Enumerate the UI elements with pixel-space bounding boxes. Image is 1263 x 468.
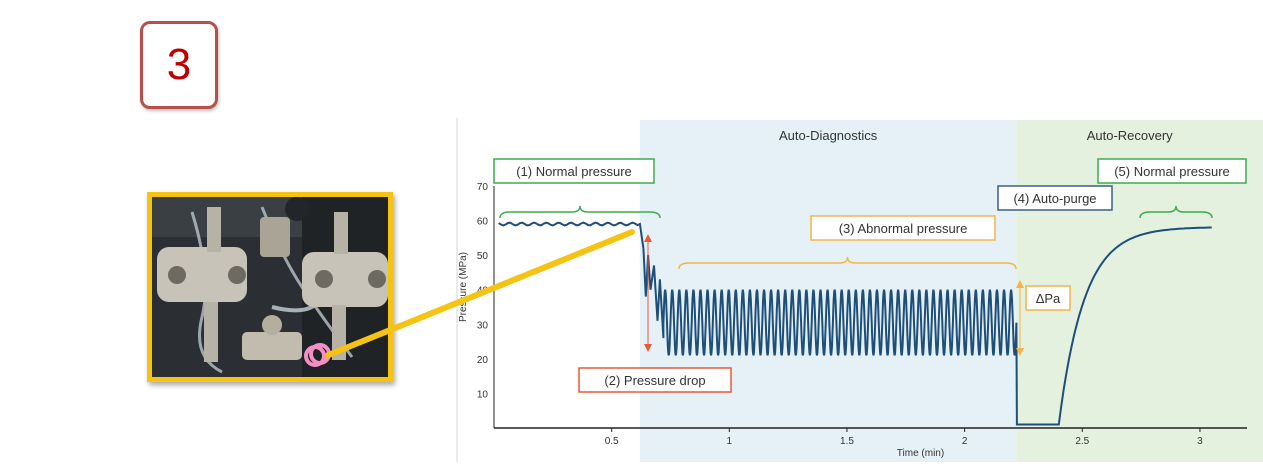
y-axis-title: Pressure (MPa) bbox=[458, 252, 469, 322]
region-label-auto-recovery: Auto-Recovery bbox=[1087, 128, 1173, 143]
label-normal-pressure-1-text: (1) Normal pressure bbox=[516, 164, 632, 179]
x-tick-label: 1 bbox=[727, 436, 733, 447]
x-tick-label: 2.5 bbox=[1075, 436, 1089, 447]
pressure-drop-arrowhead-down bbox=[644, 344, 652, 352]
label-normal-pressure-2-text: (5) Normal pressure bbox=[1114, 164, 1230, 179]
photo-to-chart-connector bbox=[323, 229, 635, 359]
pressure-trace bbox=[498, 221, 1212, 426]
x-tick-label: 2 bbox=[962, 436, 968, 447]
x-tick-label: 3 bbox=[1197, 436, 1203, 447]
pump-hardware-photo-icon bbox=[152, 197, 388, 377]
y-tick-label: 30 bbox=[477, 320, 489, 331]
pump-photo bbox=[147, 192, 393, 382]
y-tick-label: 10 bbox=[477, 389, 489, 400]
highlight-circle bbox=[304, 345, 326, 367]
label-auto-purge-text: (4) Auto-purge bbox=[1013, 191, 1096, 206]
label-abnormal-pressure-text: (3) Abnormal pressure bbox=[839, 221, 968, 236]
label-delta-pa-text: ΔPa bbox=[1036, 291, 1061, 306]
y-tick-label: 70 bbox=[477, 182, 489, 193]
step-number-badge: 3 bbox=[140, 21, 218, 109]
label-pressure-drop-text: (2) Pressure drop bbox=[604, 373, 705, 388]
label-delta-pa-box bbox=[1025, 285, 1071, 311]
y-tick-label: 20 bbox=[477, 355, 489, 366]
x-tick-label: 1.5 bbox=[840, 436, 854, 447]
label-auto-purge-box bbox=[997, 185, 1113, 211]
label-normal-pressure-2-box bbox=[1097, 158, 1247, 184]
y-tick-label: 60 bbox=[477, 217, 489, 228]
label-abnormal-pressure-box bbox=[810, 215, 996, 241]
step-number: 3 bbox=[166, 40, 192, 89]
label-normal-pressure-1-box bbox=[493, 158, 655, 184]
x-axis-title: Time (min) bbox=[897, 448, 944, 459]
brace-abnormal-pressure bbox=[678, 256, 1017, 270]
label-pressure-drop-box bbox=[578, 367, 732, 393]
pressure-drop-arrowhead-up bbox=[644, 234, 652, 242]
y-tick-label: 50 bbox=[477, 251, 489, 262]
brace-normal-pressure-2 bbox=[1139, 205, 1213, 219]
x-tick-label: 0.5 bbox=[605, 436, 619, 447]
delta-pa-arrowhead-up bbox=[1016, 280, 1024, 288]
region-label-auto-diagnostics: Auto-Diagnostics bbox=[779, 128, 878, 143]
brace-normal-pressure-1 bbox=[499, 205, 661, 219]
delta-pa-arrowhead-down bbox=[1016, 348, 1024, 356]
